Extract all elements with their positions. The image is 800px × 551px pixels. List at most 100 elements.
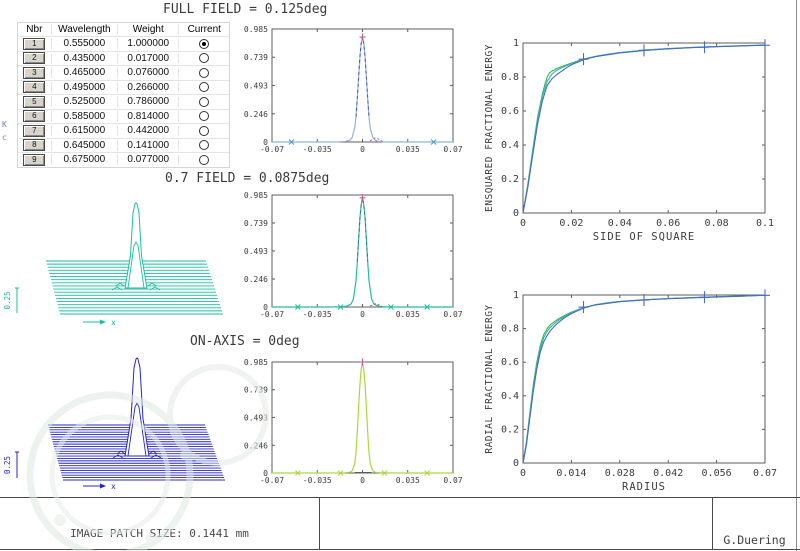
author: G.Duering	[723, 533, 786, 547]
svg-text:ENSQUARED FRACTIONAL ENERGY: ENSQUARED FRACTIONAL ENERGY	[484, 44, 495, 212]
table-row: 4 0.495000 0.266000	[18, 81, 229, 95]
image-patch-size: IMAGE PATCH SIZE: 0.1441 mm	[70, 527, 249, 540]
svg-text:0.035: 0.035	[396, 476, 420, 485]
row-number-cell: 1	[18, 37, 51, 50]
current-radio[interactable]	[199, 96, 210, 107]
svg-text:0: 0	[513, 208, 519, 219]
weight-value: 0.141000	[117, 139, 178, 151]
svg-text:0: 0	[360, 476, 365, 485]
table-header-cell: Weight	[117, 24, 178, 35]
svg-text:0.014: 0.014	[556, 468, 586, 479]
wavelength-value: 0.645000	[50, 139, 117, 151]
svg-text:0: 0	[360, 145, 365, 154]
row-number-button[interactable]: 1	[23, 37, 46, 50]
current-radio[interactable]	[199, 82, 210, 93]
row-number-button[interactable]: 8	[23, 139, 46, 152]
wavelength-value: 0.525000	[50, 96, 117, 108]
window-right-border	[796, 0, 797, 551]
footer-author-block: G.Duering 04 Apr 12 04:09 PM	[712, 500, 797, 551]
row-number-cell: 6	[18, 110, 51, 123]
current-cell	[178, 38, 229, 49]
svg-text:0.493: 0.493	[244, 413, 268, 422]
weight-value: 0.076000	[117, 67, 178, 79]
row-number-button[interactable]: 6	[23, 110, 46, 123]
table-row: 9 0.675000 0.077000	[18, 153, 229, 167]
svg-text:0.1: 0.1	[756, 218, 774, 229]
table-header-cell: Nbr	[26, 24, 43, 35]
row-number-button[interactable]: 2	[23, 52, 46, 65]
svg-text:0: 0	[263, 303, 268, 312]
current-radio[interactable]	[199, 67, 210, 78]
weight-value: 0.266000	[117, 81, 178, 93]
svg-text:0.4: 0.4	[501, 140, 519, 151]
current-radio[interactable]	[199, 38, 210, 49]
weight-value: 0.814000	[117, 110, 178, 122]
svg-text:-0.07: -0.07	[260, 476, 284, 485]
lens-title: ED Barlow 2,7 an f/4	[320, 548, 712, 551]
svg-text:0.2: 0.2	[501, 174, 519, 185]
row-number-button[interactable]: 9	[23, 153, 46, 166]
svg-text:0.06: 0.06	[656, 218, 680, 229]
wavelengths-table: Nbr Wavelength Weight Current 1 0.555000 1.000…	[17, 22, 230, 168]
psf-cross-section-on-axis: -0.07 -0.035 0 0.035 0.07 0 0.246 0.493 0.739 0.9…	[244, 358, 463, 485]
row-number-button[interactable]: 3	[23, 66, 46, 79]
table-row: 6 0.585000 0.814000	[18, 110, 229, 124]
wavelength-value: 0.465000	[50, 67, 117, 79]
svg-text:0.246: 0.246	[244, 110, 268, 119]
svg-text:0: 0	[263, 469, 268, 478]
svg-text:0.035: 0.035	[396, 145, 420, 154]
svg-text:0.8: 0.8	[501, 72, 519, 83]
svg-text:-0.07: -0.07	[260, 310, 284, 319]
svg-text:0.07: 0.07	[443, 476, 462, 485]
weight-value: 1.000000	[117, 38, 178, 50]
table-row: 3 0.465000 0.076000	[18, 66, 229, 81]
svg-text:0.07: 0.07	[443, 310, 462, 319]
row-number-button[interactable]: 5	[23, 95, 46, 108]
current-cell	[178, 125, 229, 136]
svg-text:0: 0	[263, 138, 268, 147]
current-radio[interactable]	[199, 111, 210, 122]
svg-text:-0.035: -0.035	[303, 476, 332, 485]
svg-text:0.493: 0.493	[244, 81, 268, 90]
row-number-cell: 7	[18, 124, 51, 137]
current-cell	[178, 67, 229, 78]
weight-value: 0.077000	[117, 154, 178, 166]
svg-text:x: x	[111, 482, 116, 491]
wavelength-value: 0.615000	[50, 125, 117, 137]
svg-text:0: 0	[520, 218, 526, 229]
svg-text:0: 0	[520, 468, 526, 479]
psf-3d-surface-07-field: 0.25 x	[3, 202, 223, 327]
current-radio[interactable]	[199, 140, 210, 151]
table-row: 5 0.525000 0.786000	[18, 95, 229, 110]
table-row: 1 0.555000 1.000000	[18, 37, 229, 52]
svg-text:0.6: 0.6	[501, 357, 519, 368]
table-header-row: Nbr Wavelength Weight Current	[18, 23, 229, 37]
psf-cross-section-07-field: -0.07 -0.035 0 0.035 0.07 0 0.246 0.493 0.739 0.9…	[244, 191, 463, 319]
weight-value: 0.786000	[117, 96, 178, 108]
current-radio[interactable]	[199, 125, 210, 136]
svg-text:RADIAL FRACTIONAL ENERGY: RADIAL FRACTIONAL ENERGY	[484, 304, 495, 453]
row-number-button[interactable]: 7	[23, 124, 46, 137]
row-number-cell: 5	[18, 95, 51, 108]
row-number-button[interactable]: 4	[23, 81, 46, 94]
footer-divider-1	[319, 497, 320, 550]
table-row: 7 0.615000 0.442000	[18, 124, 229, 139]
current-cell	[178, 140, 229, 151]
svg-text:0.985: 0.985	[244, 191, 268, 200]
svg-text:1: 1	[513, 38, 519, 49]
current-radio[interactable]	[199, 154, 210, 165]
section-title-07-field: 0.7 FIELD = 0.0875deg	[165, 171, 330, 186]
footer-image-info: IMAGE PATCH SIZE: 0.1441 mm Polychromati…	[0, 499, 319, 551]
svg-text:0: 0	[513, 458, 519, 469]
svg-text:0.739: 0.739	[244, 53, 268, 62]
svg-text:0.07: 0.07	[753, 468, 777, 479]
current-cell	[178, 154, 229, 165]
section-title-on-axis: ON-AXIS = 0deg	[190, 334, 300, 349]
svg-text:0.08: 0.08	[705, 218, 729, 229]
table-row: 8 0.645000 0.141000	[18, 139, 229, 153]
wavelength-value: 0.675000	[50, 154, 117, 166]
current-radio[interactable]	[199, 53, 210, 64]
svg-text:0.246: 0.246	[244, 441, 268, 450]
